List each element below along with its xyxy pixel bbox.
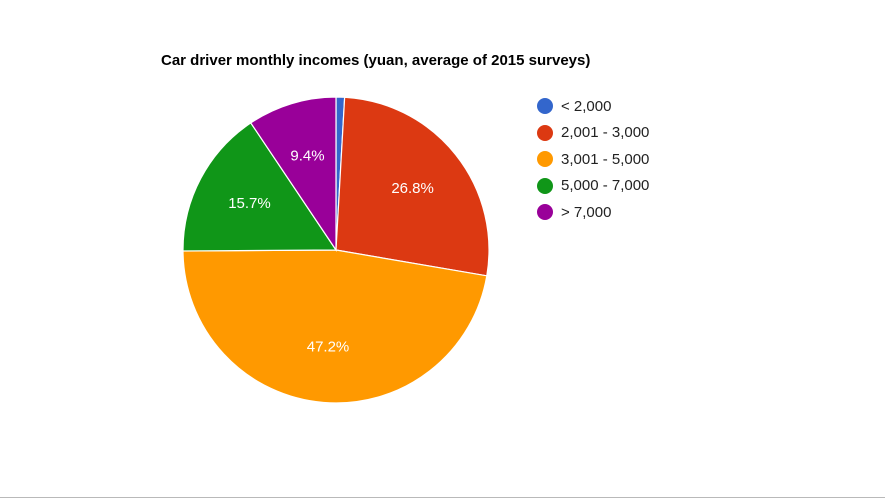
legend-swatch <box>537 204 553 221</box>
legend-item[interactable]: 2,001 - 3,000 <box>537 120 649 147</box>
pie-slice[interactable] <box>182 249 488 404</box>
bottom-divider <box>0 497 885 498</box>
slice-label: 9.4% <box>290 147 324 164</box>
legend-swatch <box>537 98 553 115</box>
pie-slice[interactable] <box>335 96 490 277</box>
chart-title: Car driver monthly incomes (yuan, averag… <box>161 52 591 69</box>
legend-swatch <box>537 151 553 168</box>
legend: < 2,000 2,001 - 3,000 3,001 - 5,000 5,00… <box>537 93 649 226</box>
slice-label: 15.7% <box>228 195 271 212</box>
pie-slice[interactable] <box>249 96 337 252</box>
legend-swatch <box>537 177 553 194</box>
legend-label: 3,001 - 5,000 <box>561 150 650 168</box>
pie-slice[interactable] <box>182 122 338 252</box>
legend-item[interactable]: 5,000 - 7,000 <box>537 173 649 200</box>
legend-label: 5,000 - 7,000 <box>561 177 650 195</box>
legend-item[interactable]: < 2,000 <box>537 93 649 120</box>
legend-label: > 7,000 <box>561 203 612 221</box>
slice-label: 47.2% <box>307 339 350 356</box>
legend-label: < 2,000 <box>561 97 612 115</box>
slice-label: 26.8% <box>391 180 434 197</box>
legend-label: 2,001 - 3,000 <box>561 124 650 142</box>
legend-swatch <box>537 124 553 141</box>
legend-item[interactable]: > 7,000 <box>537 199 649 226</box>
legend-item[interactable]: 3,001 - 5,000 <box>537 146 649 173</box>
